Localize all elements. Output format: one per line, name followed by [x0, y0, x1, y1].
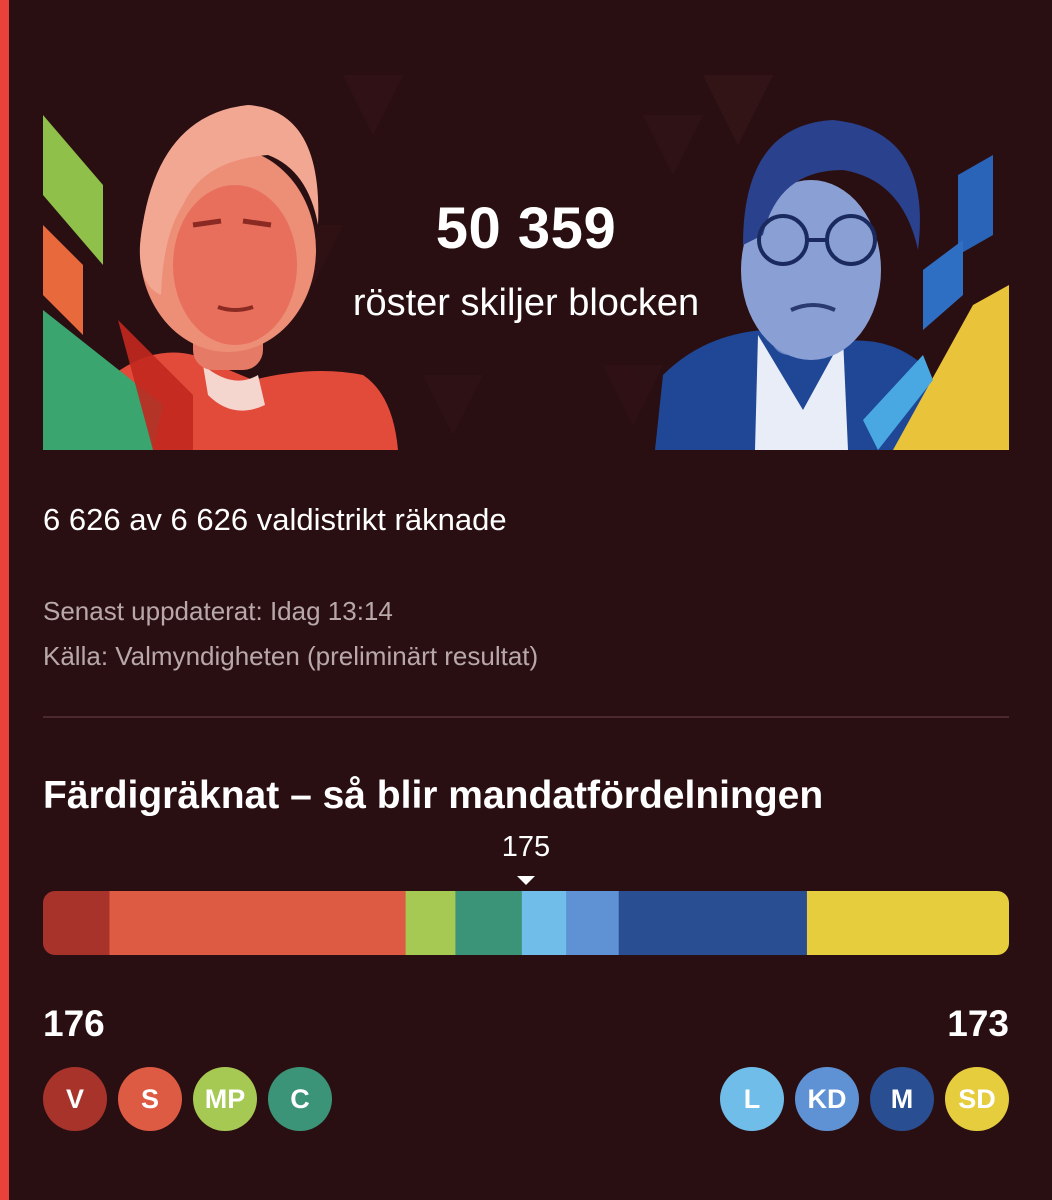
party-badge-c[interactable]: C — [268, 1067, 332, 1131]
seat-distribution-bar — [43, 891, 1009, 955]
seat-segment-kd — [566, 891, 620, 955]
data-source: Källa: Valmyndigheten (preliminärt resul… — [43, 641, 539, 671]
seat-bar-graphic — [43, 891, 1009, 955]
seat-segment-s — [109, 891, 407, 955]
seat-segment-c — [455, 891, 523, 955]
party-badge-v[interactable]: V — [43, 1067, 107, 1131]
right-portrait — [655, 120, 1009, 450]
right-bloc-total: 173 — [947, 1003, 1009, 1044]
party-badge-kd[interactable]: KD — [795, 1067, 859, 1131]
last-updated: Senast uppdaterat: Idag 13:14 — [43, 596, 393, 626]
seat-distribution-title: Färdigräknat – så blir mandatfördelninge… — [43, 774, 824, 817]
party-badge-s[interactable]: S — [118, 1067, 182, 1131]
majority-marker-icon — [517, 876, 535, 885]
hero-banner: 50 359 röster skiljer blocken — [43, 75, 1009, 450]
vote-difference-caption: röster skiljer blocken — [352, 282, 700, 324]
accent-bar — [0, 0, 9, 1200]
party-badge-sd[interactable]: SD — [945, 1067, 1009, 1131]
party-badge-mp[interactable]: MP — [193, 1067, 257, 1131]
divider — [43, 716, 1009, 718]
seat-segment-v — [43, 891, 110, 955]
seat-segment-sd — [806, 891, 1009, 955]
left-bloc-total: 176 — [43, 1003, 105, 1044]
seat-segment-m — [618, 891, 808, 955]
majority-threshold-label: 175 — [501, 831, 551, 863]
districts-counted: 6 626 av 6 626 valdistrikt räknade — [43, 502, 507, 537]
party-badge-l[interactable]: L — [720, 1067, 784, 1131]
left-portrait — [43, 105, 398, 450]
seat-segment-mp — [405, 891, 456, 955]
vote-difference: 50 359 — [435, 196, 617, 261]
party-badge-m[interactable]: M — [870, 1067, 934, 1131]
seat-segment-l — [521, 891, 567, 955]
hero-illustration — [43, 75, 1009, 450]
